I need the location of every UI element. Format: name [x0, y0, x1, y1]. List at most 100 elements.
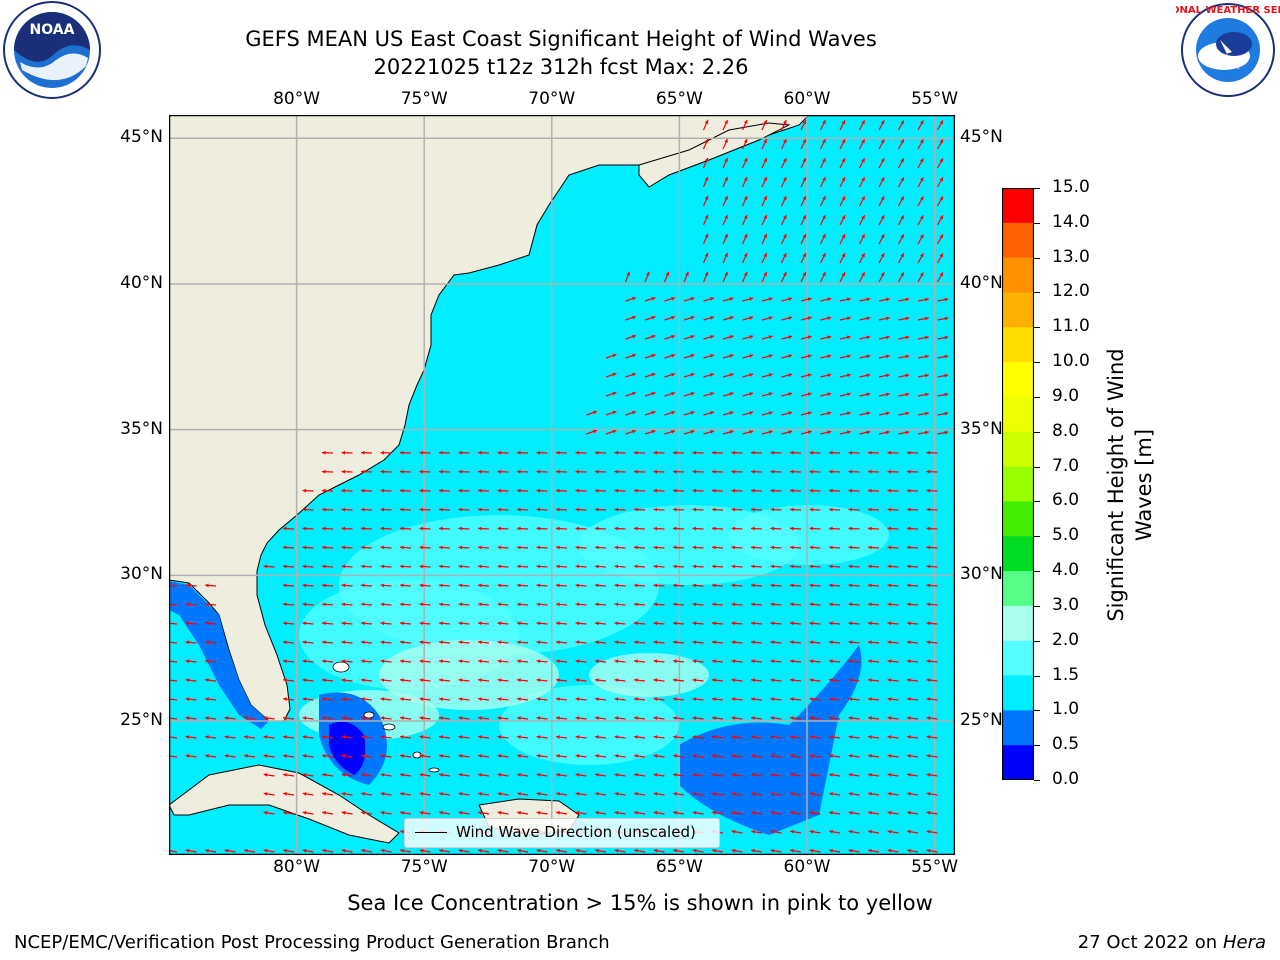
wave-direction-arrow	[458, 488, 470, 493]
wave-direction-arrow	[703, 335, 715, 340]
wave-direction-arrow	[780, 138, 787, 150]
wave-direction-arrow	[302, 640, 314, 645]
wave-direction-arrow	[672, 469, 685, 474]
wave-direction-arrow	[321, 507, 334, 512]
wave-direction-arrow	[878, 411, 890, 416]
wave-direction-arrow	[712, 773, 724, 777]
wave-direction-arrow	[859, 316, 871, 321]
wave-direction-arrow	[605, 391, 617, 397]
colorbar-tick-label: 2.0	[1052, 629, 1080, 650]
colorbar-tick-label: 8.0	[1052, 420, 1080, 441]
wave-direction-arrow	[751, 697, 763, 702]
wave-direction-arrow	[907, 773, 919, 777]
wave-direction-arrow	[722, 392, 734, 397]
wave-direction-arrow	[556, 773, 568, 777]
wave-direction-arrow	[477, 659, 490, 664]
wave-direction-arrow	[555, 469, 568, 474]
colorbar-tick-mark	[1034, 605, 1040, 607]
wave-direction-arrow	[703, 392, 715, 397]
wave-direction-arrow	[302, 810, 314, 815]
lat-tick-left: 35°N	[120, 418, 163, 439]
wave-direction-arrow	[789, 526, 802, 531]
wave-direction-arrow	[224, 735, 236, 739]
wave-direction-arrow	[536, 735, 548, 739]
wave-direction-arrow	[653, 583, 665, 588]
wave-direction-arrow	[751, 848, 763, 853]
wave-direction-arrow	[887, 583, 899, 588]
wave-direction-arrow	[917, 430, 929, 435]
wave-direction-arrow	[829, 829, 841, 834]
wave-direction-arrow	[819, 157, 826, 169]
wave-direction-arrow	[633, 621, 646, 626]
wave-direction-arrow	[897, 139, 905, 150]
wave-direction-arrow	[898, 316, 910, 321]
wave-direction-arrow	[887, 602, 899, 607]
wave-direction-arrow	[478, 697, 490, 702]
wave-direction-arrow	[653, 507, 665, 512]
wave-direction-arrow	[711, 564, 724, 569]
wave-direction-arrow	[556, 791, 568, 796]
bahamas-island	[332, 661, 350, 673]
wave-direction-arrow	[868, 810, 880, 815]
wave-direction-arrow	[829, 678, 841, 683]
wave-direction-arrow	[887, 526, 899, 531]
wave-direction-arrow	[594, 488, 607, 493]
wave-direction-arrow	[419, 848, 431, 853]
wave-direction-arrow	[839, 195, 846, 207]
wave-direction-arrow	[458, 754, 470, 758]
wave-direction-arrow	[692, 488, 704, 493]
wave-direction-arrow	[360, 564, 373, 569]
colorbar-tick-label: 3.0	[1052, 594, 1080, 615]
wave-direction-arrow	[867, 564, 880, 569]
wave-direction-arrow	[770, 545, 782, 550]
wave-direction-arrow	[516, 583, 529, 588]
wave-direction-arrow	[224, 848, 236, 853]
wave-direction-arrow	[722, 411, 734, 416]
wave-direction-arrow	[633, 450, 646, 455]
wave-direction-arrow	[399, 583, 412, 588]
wave-direction-arrow	[936, 253, 944, 264]
wave-direction-arrow	[361, 735, 373, 739]
wave-direction-arrow	[458, 773, 470, 777]
wave-direction-arrow	[633, 469, 646, 474]
wave-direction-arrow	[595, 697, 607, 702]
wave-direction-arrow	[702, 119, 709, 131]
wave-direction-arrow	[419, 602, 431, 607]
wave-direction-arrow	[789, 602, 802, 607]
wave-patch-1-5m	[729, 505, 889, 565]
wave-direction-arrow	[614, 848, 626, 853]
wave-direction-arrow	[341, 678, 353, 683]
wave-direction-arrow	[751, 754, 763, 758]
wave-direction-arrow	[917, 253, 924, 264]
wave-direction-arrow	[790, 773, 802, 777]
wave-direction-arrow	[858, 119, 866, 131]
wave-direction-arrow	[770, 735, 782, 739]
wave-direction-arrow	[302, 735, 314, 739]
wave-direction-arrow	[800, 138, 807, 150]
wave-direction-arrow	[516, 640, 529, 645]
wave-direction-arrow	[926, 716, 938, 720]
wave-direction-arrow	[712, 810, 724, 815]
wave-direction-arrow	[790, 735, 802, 739]
wave-direction-arrow	[761, 271, 768, 283]
wave-direction-arrow	[438, 640, 451, 645]
wave-direction-arrow	[497, 754, 509, 758]
wave-direction-arrow	[575, 488, 587, 493]
wave-direction-arrow	[439, 754, 451, 758]
wave-direction-arrow	[419, 526, 431, 531]
wave-direction-arrow	[703, 411, 715, 416]
wave-direction-arrow	[536, 469, 548, 474]
wave-direction-arrow	[419, 545, 431, 550]
wave-direction-arrow	[702, 157, 709, 169]
wave-direction-arrow	[906, 640, 919, 645]
wave-direction-arrow	[917, 316, 929, 321]
wave-direction-arrow	[848, 507, 860, 512]
wave-direction-arrow	[497, 716, 509, 720]
wave-direction-arrow	[887, 697, 899, 702]
wave-direction-arrow	[809, 848, 821, 853]
colorbar-segment	[1002, 536, 1034, 572]
wave-direction-arrow	[399, 507, 412, 512]
wave-direction-arrow	[341, 640, 353, 645]
chart-title: GEFS MEAN US East Coast Significant Heig…	[245, 27, 877, 51]
wave-direction-arrow	[605, 429, 617, 435]
